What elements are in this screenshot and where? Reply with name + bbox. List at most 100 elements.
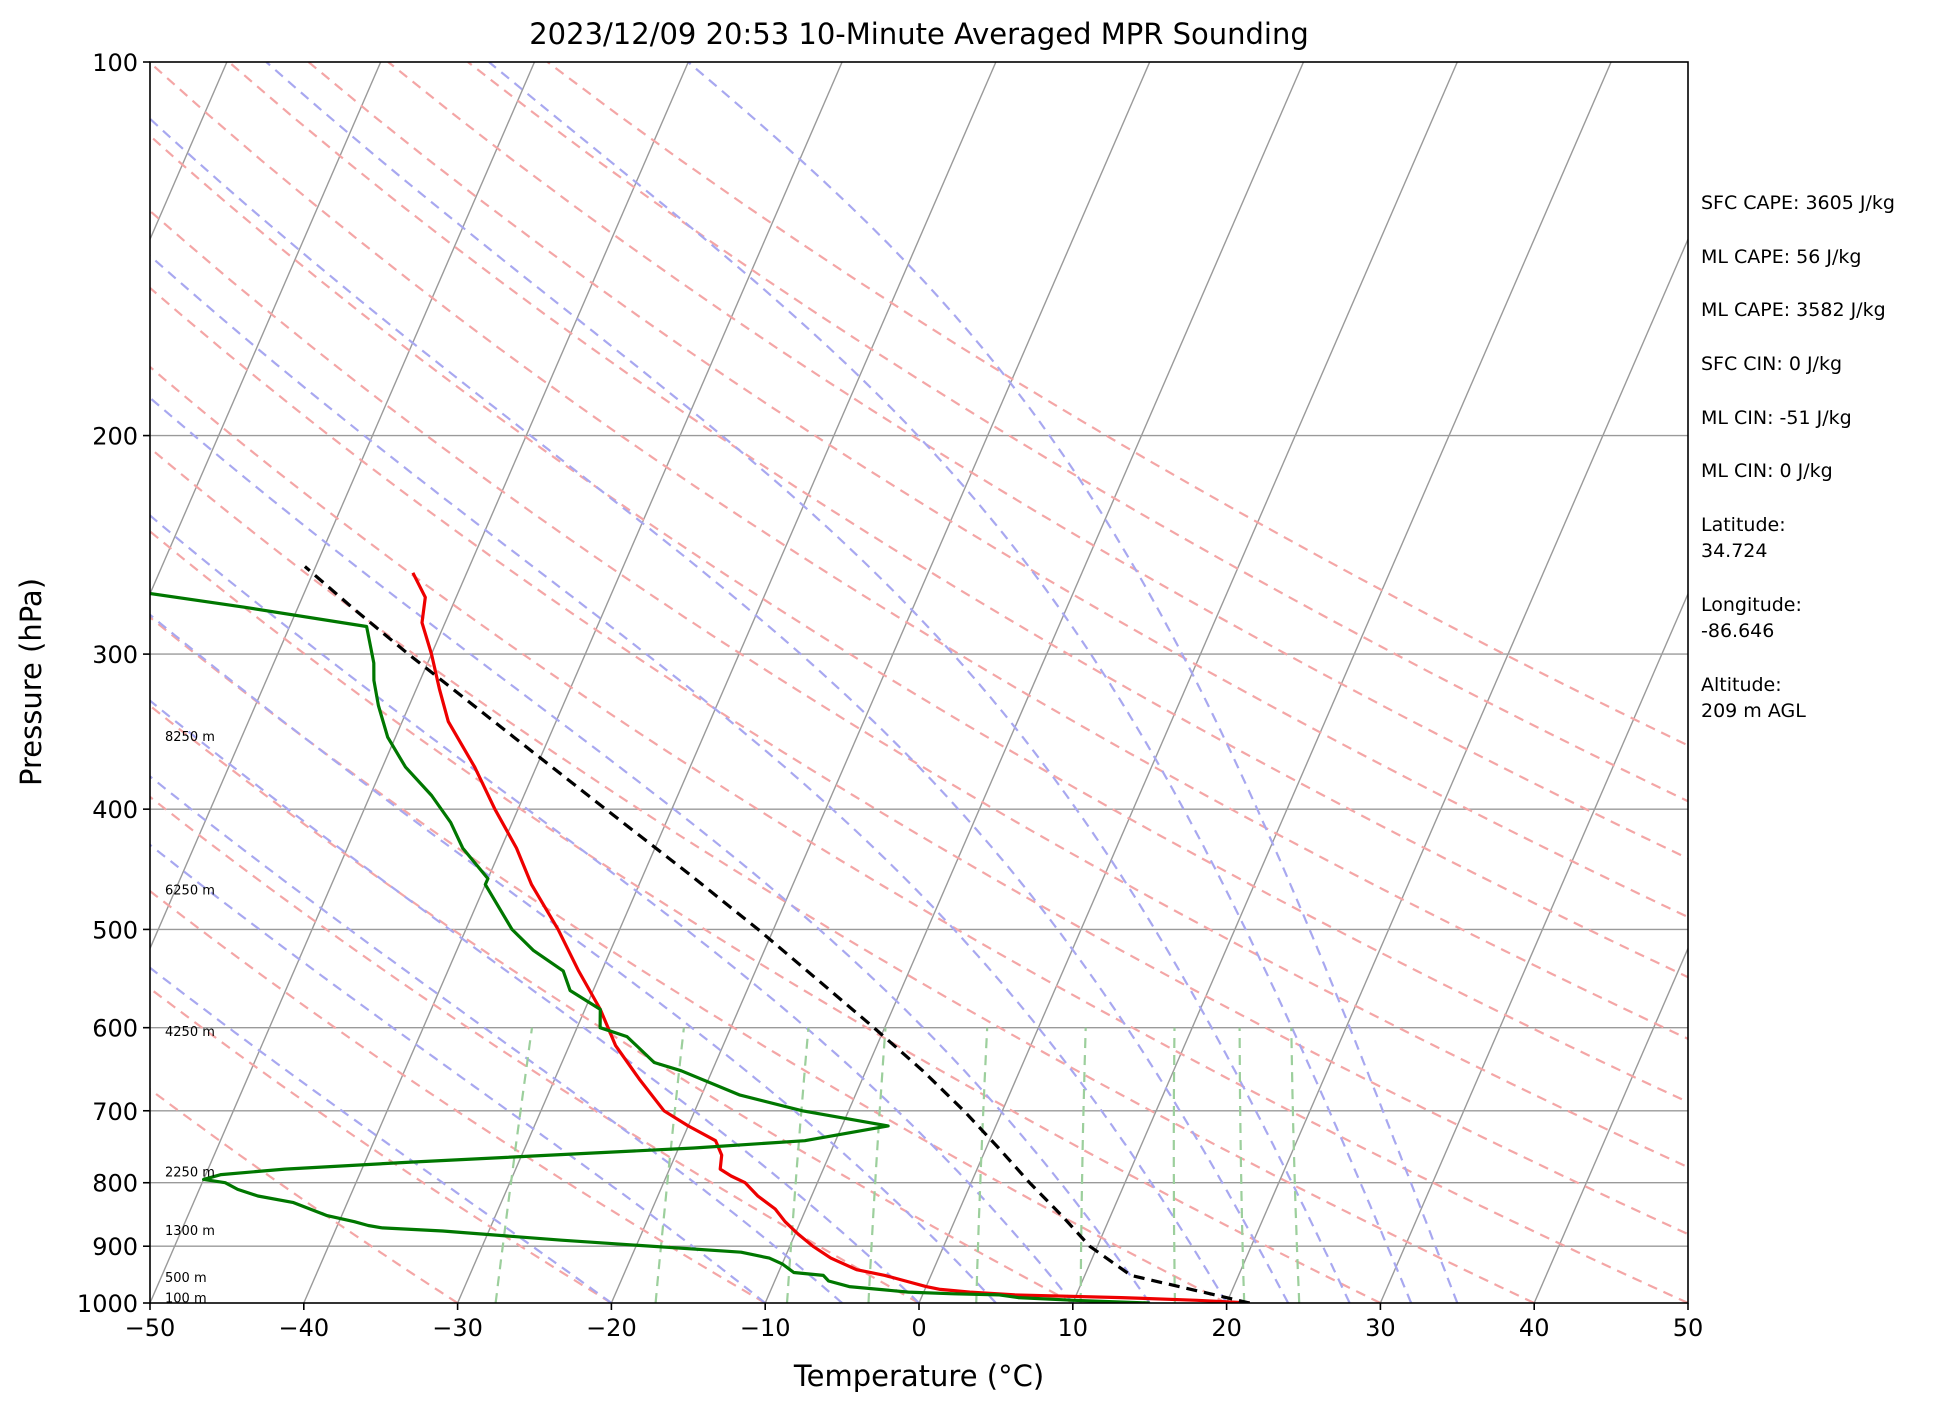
- x-tick-label: −10: [740, 1314, 791, 1342]
- moist-adiabat-line: [265, 62, 1351, 1303]
- annotations-panel: SFC CAPE: 3605 J/kg ML CAPE: 56 J/kg ML CA…: [1701, 192, 1895, 722]
- y-tick-label: 400: [92, 796, 138, 824]
- x-tick-label: 30: [1365, 1314, 1396, 1342]
- mixing-ratio-line: [1172, 1027, 1176, 1303]
- dry-adiabat-line: [150, 529, 1381, 1303]
- annotation-text: ML CIN: 0 J/kg: [1701, 460, 1833, 482]
- mixing-ratio-line: [494, 1027, 534, 1303]
- dry-adiabat-line: [150, 1088, 459, 1303]
- dry-adiabat-line: [228, 62, 1688, 979]
- dry-adiabat-line: [307, 62, 1688, 919]
- isotherm-line: [150, 62, 536, 951]
- moist-adiabat-line: [687, 62, 1459, 1303]
- moist-adiabat-line: [150, 254, 1228, 1303]
- isotherm-line: [1533, 946, 1688, 1303]
- y-tick-label: 600: [92, 1015, 138, 1043]
- chart-title: 2023/12/09 20:53 10-Minute Averaged MPR …: [529, 17, 1309, 51]
- background-lines: [150, 62, 1688, 1303]
- y-tick-label: 900: [92, 1233, 138, 1261]
- series-lines: [150, 565, 1251, 1303]
- isotherm-line: [150, 62, 689, 1303]
- dry-adiabat-line: [150, 365, 1688, 1303]
- y-tick-label: 700: [92, 1098, 138, 1126]
- dry-adiabat-line: [467, 62, 1688, 803]
- x-tick-label: 50: [1673, 1314, 1704, 1342]
- x-tick-label: −30: [432, 1314, 483, 1342]
- height-label: 1300 m: [165, 1224, 215, 1239]
- dry-adiabat-line: [150, 134, 1688, 1104]
- moist-adiabat-line: [150, 117, 1290, 1303]
- moist-adiabat-line: [150, 514, 1074, 1303]
- y-tick-label: 200: [92, 423, 138, 451]
- annotation-text: Latitude:: [1701, 514, 1786, 536]
- height-label: 2250 m: [165, 1166, 215, 1181]
- dry-adiabat-line: [150, 704, 1074, 1303]
- isotherm-line: [1072, 62, 1612, 1303]
- annotation-text: Altitude:: [1701, 674, 1782, 696]
- moist-adiabat-line: [150, 699, 920, 1303]
- x-axis-title: Temperature (°C): [793, 1359, 1044, 1393]
- y-tick-label: 800: [92, 1170, 138, 1198]
- y-axis-ticks: 100 200 300 400 500 600 700 800 900 1000: [77, 49, 150, 1318]
- x-tick-label: 20: [1211, 1314, 1242, 1342]
- y-tick-label: 100: [92, 49, 138, 77]
- height-label: 100 m: [165, 1292, 207, 1307]
- x-tick-label: −20: [586, 1314, 637, 1342]
- mixing-ratio-line: [654, 1027, 685, 1303]
- moist-adiabat-line: [150, 843, 766, 1303]
- isotherm-line: [150, 62, 382, 596]
- x-tick-label: −40: [278, 1314, 329, 1342]
- mixing-ratio-line: [1238, 1027, 1246, 1303]
- y-tick-label: 500: [92, 916, 138, 944]
- mixing-ratio-line: [975, 1027, 989, 1303]
- annotation-text: 34.724: [1701, 540, 1767, 562]
- dry-adiabat-line: [150, 62, 1688, 1041]
- height-label: 4250 m: [165, 1025, 215, 1040]
- x-axis-ticks: −50 −40 −30 −20 −10 0 10 20 30 40 50: [125, 1303, 1704, 1342]
- annotation-text: -86.646: [1701, 620, 1774, 642]
- moist-adiabat-line: [150, 775, 843, 1303]
- plot-frame: [149, 61, 1689, 1304]
- isotherm-line: [918, 62, 1458, 1303]
- y-axis-title: Pressure (hPa): [14, 578, 48, 786]
- x-tick-label: −50: [125, 1314, 176, 1342]
- parcel-profile-line: [303, 565, 1251, 1303]
- annotation-text: SFC CAPE: 3605 J/kg: [1701, 192, 1895, 214]
- y-tick-label: 300: [92, 641, 138, 669]
- mixing-ratio-line: [785, 1027, 810, 1303]
- dry-adiabat-line: [150, 286, 1688, 1236]
- annotation-text: Longitude:: [1701, 594, 1802, 616]
- isotherm-line: [1225, 237, 1688, 1303]
- moist-adiabat-line: [150, 396, 1151, 1303]
- annotation-text: ML CAPE: 3582 J/kg: [1701, 299, 1886, 321]
- annotation-text: ML CAPE: 56 J/kg: [1701, 246, 1861, 268]
- height-label: 8250 m: [165, 730, 215, 745]
- dry-adiabat-line: [546, 62, 1688, 747]
- annotation-text: SFC CIN: 0 J/kg: [1701, 353, 1842, 375]
- moist-adiabat-line: [150, 966, 613, 1303]
- mixing-ratio-line: [1079, 1027, 1087, 1303]
- x-tick-label: 40: [1519, 1314, 1550, 1342]
- isotherm-line: [303, 62, 843, 1303]
- isotherm-line: [1379, 592, 1688, 1303]
- isotherm-line: [764, 62, 1305, 1303]
- isotherm-line: [610, 62, 1151, 1303]
- moist-adiabat-line: [150, 613, 997, 1303]
- height-label: 6250 m: [165, 883, 215, 898]
- x-tick-label: 10: [1058, 1314, 1089, 1342]
- dewpoint-profile-line: [150, 591, 1150, 1303]
- dry-adiabat-line: [150, 615, 1228, 1303]
- temperature-profile-line: [411, 572, 1250, 1303]
- annotation-text: 209 m AGL: [1701, 700, 1806, 722]
- y-tick-label: 1000: [77, 1290, 138, 1318]
- height-labels: 8250 m 6250 m 4250 m 2250 m 1300 m 500 m 100 m: [165, 730, 215, 1306]
- x-tick-label: 0: [911, 1314, 926, 1342]
- height-label: 500 m: [165, 1271, 207, 1286]
- annotation-text: ML CIN: -51 J/kg: [1701, 407, 1852, 429]
- isotherm-line: [456, 62, 997, 1303]
- mixing-ratio-line: [867, 1027, 887, 1303]
- dry-adiabat-line: [150, 795, 920, 1303]
- mixing-ratio-line: [1290, 1027, 1301, 1303]
- moist-adiabat-line: [488, 62, 1413, 1303]
